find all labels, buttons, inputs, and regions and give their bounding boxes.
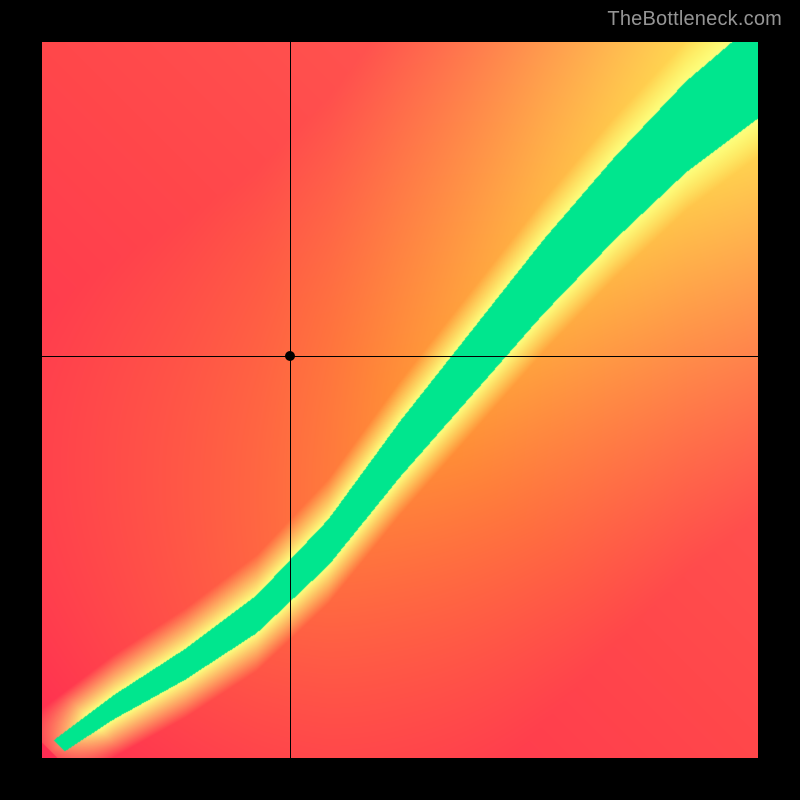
crosshair-marker xyxy=(285,351,295,361)
heatmap-canvas xyxy=(42,42,758,758)
watermark-text: TheBottleneck.com xyxy=(607,8,782,31)
heatmap-chart xyxy=(42,42,758,758)
crosshair-vertical xyxy=(290,42,291,758)
crosshair-horizontal xyxy=(42,356,758,357)
